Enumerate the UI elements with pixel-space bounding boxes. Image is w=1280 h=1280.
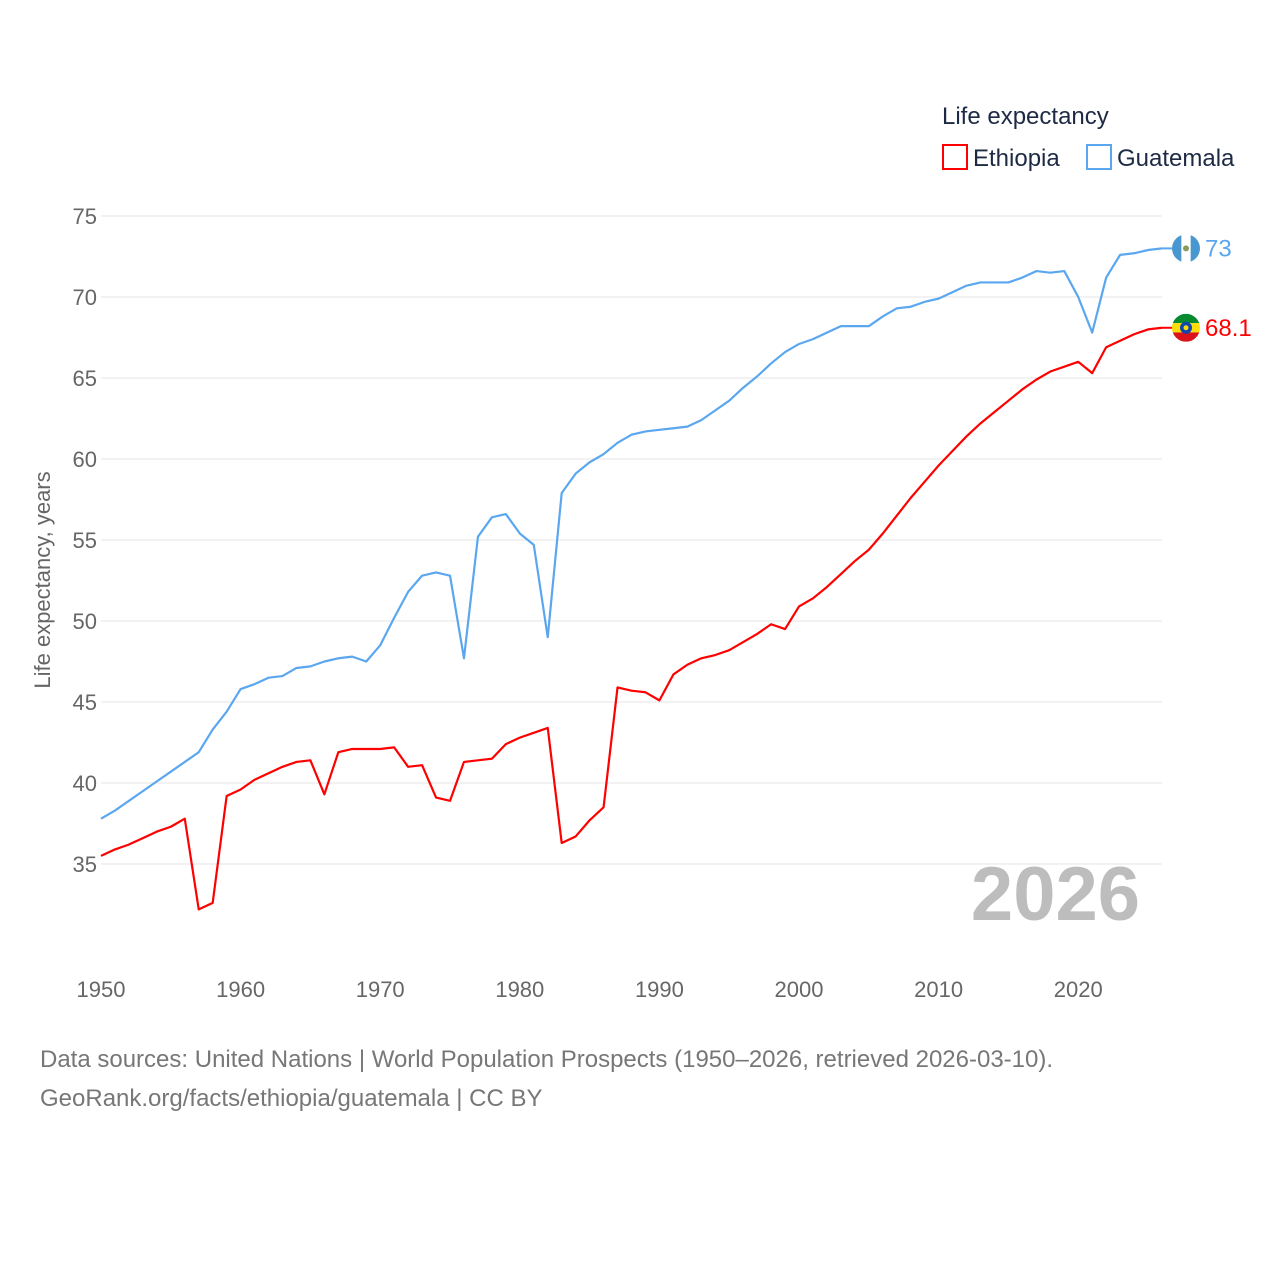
y-tick-label: 70 (73, 285, 97, 310)
flag-icon-guatemala (1172, 234, 1200, 263)
y-tick-label: 50 (73, 609, 97, 634)
series-line-ethiopia (100, 326, 1163, 911)
x-tick-label: 1990 (635, 977, 684, 1002)
y-tick-label: 60 (73, 447, 97, 472)
footer-sources: Data sources: United Nations | World Pop… (40, 1046, 1054, 1073)
x-tick-label: 2000 (775, 977, 824, 1002)
legend-item-ethiopia[interactable]: Ethiopia (942, 144, 1060, 172)
y-tick-label: 65 (73, 366, 97, 391)
x-tick-label: 1950 (77, 977, 126, 1002)
y-tick-label: 35 (73, 852, 97, 877)
end-value-ethiopia: 68.1 (1205, 315, 1252, 342)
footer-link[interactable]: GeoRank.org/facts/ethiopia/guatemala | C… (40, 1085, 543, 1112)
x-tick-label: 2020 (1054, 977, 1103, 1002)
legend-swatch-guatemala (1086, 144, 1112, 170)
legend-item-guatemala[interactable]: Guatemala (1086, 144, 1235, 172)
x-tick-label: 1970 (356, 977, 405, 1002)
legend-title: Life expectancy (942, 103, 1109, 130)
y-tick-label: 40 (73, 771, 97, 796)
x-tick-label: 2010 (914, 977, 963, 1002)
legend-label-ethiopia: Ethiopia (973, 145, 1060, 172)
x-tick-label: 1960 (216, 977, 265, 1002)
y-axis-label: Life expectancy, years (30, 471, 55, 688)
end-labels: 68.1 73 (1162, 234, 1252, 342)
flag-icon-ethiopia (1172, 313, 1200, 342)
series-line-guatemala (100, 247, 1163, 820)
year-watermark: 2026 (971, 852, 1140, 937)
x-axis-ticks: 1950 1960 1970 1980 1990 2000 2010 2020 (77, 977, 1103, 1002)
series-lines (100, 247, 1163, 911)
y-tick-label: 75 (73, 204, 97, 229)
legend-label-guatemala: Guatemala (1117, 145, 1235, 172)
end-value-guatemala: 73 (1205, 235, 1232, 262)
y-tick-label: 45 (73, 690, 97, 715)
legend-swatch-ethiopia (942, 144, 968, 170)
x-tick-label: 1980 (495, 977, 544, 1002)
gridlines (101, 215, 1162, 865)
y-tick-label: 55 (73, 528, 97, 553)
y-axis-ticks: 35 40 45 50 55 60 65 70 75 (73, 204, 97, 877)
